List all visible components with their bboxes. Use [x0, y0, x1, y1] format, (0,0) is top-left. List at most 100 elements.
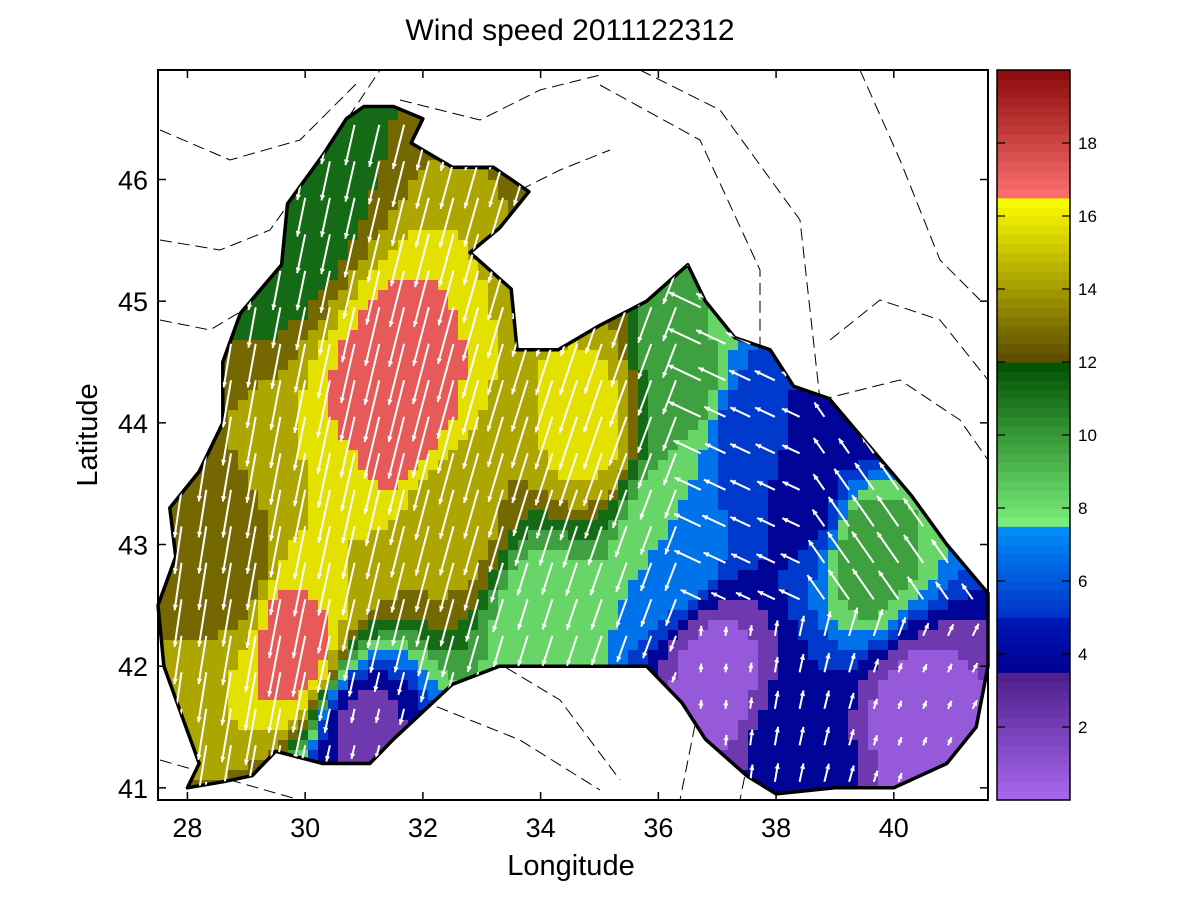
field-cell — [678, 660, 689, 671]
field-cell — [468, 660, 479, 671]
field-cell — [598, 510, 609, 521]
field-cell — [538, 560, 549, 571]
field-cell — [808, 600, 819, 611]
field-cell — [418, 270, 429, 281]
field-cell — [208, 690, 219, 701]
field-cell — [828, 610, 839, 621]
field-cell — [378, 170, 389, 181]
field-cell — [408, 520, 419, 531]
field-cell — [508, 440, 519, 451]
field-cell — [258, 690, 269, 701]
field-cell — [358, 370, 369, 381]
field-cell — [308, 510, 319, 521]
field-cell — [818, 400, 829, 411]
field-cell — [348, 230, 359, 241]
field-cell — [818, 700, 829, 711]
field-cell — [458, 440, 469, 451]
field-cell — [388, 460, 399, 471]
field-cell — [808, 690, 819, 701]
field-cell — [268, 460, 279, 471]
field-cell — [518, 640, 529, 651]
field-cell — [358, 250, 369, 261]
field-cell — [358, 200, 369, 211]
field-cell — [198, 750, 209, 761]
field-cell — [748, 430, 759, 441]
field-cell — [648, 400, 659, 411]
field-cell — [348, 120, 359, 131]
field-cell — [248, 450, 259, 461]
field-cell — [508, 550, 519, 561]
field-cell — [798, 680, 809, 691]
field-cell — [308, 220, 319, 231]
field-cell — [508, 650, 519, 661]
field-cell — [528, 540, 539, 551]
field-cell — [198, 570, 209, 581]
field-cell — [378, 570, 389, 581]
field-cell — [818, 610, 829, 621]
field-cell — [508, 480, 519, 491]
field-cell — [238, 400, 249, 411]
field-cell — [808, 550, 819, 561]
field-cell — [598, 450, 609, 461]
field-cell — [298, 450, 309, 461]
field-cell — [468, 370, 479, 381]
field-cell — [618, 340, 629, 351]
field-cell — [778, 770, 789, 781]
field-cell — [228, 660, 239, 671]
field-cell — [818, 770, 829, 781]
field-cell — [208, 570, 219, 581]
field-cell — [428, 480, 439, 491]
field-cell — [238, 500, 249, 511]
field-cell — [378, 240, 389, 251]
field-cell — [378, 330, 389, 341]
field-cell — [328, 540, 339, 551]
field-cell — [798, 490, 809, 501]
field-cell — [268, 540, 279, 551]
field-cell — [738, 670, 749, 681]
field-cell — [398, 480, 409, 491]
field-cell — [308, 400, 319, 411]
field-cell — [338, 130, 349, 141]
field-cell — [818, 460, 829, 471]
field-cell — [238, 430, 249, 441]
field-cell — [828, 660, 839, 671]
field-cell — [578, 550, 589, 561]
field-cell — [228, 560, 239, 571]
field-cell — [448, 300, 459, 311]
field-cell — [368, 140, 379, 151]
field-cell — [708, 640, 719, 651]
field-cell — [498, 500, 509, 511]
field-cell — [328, 730, 339, 741]
field-cell — [358, 550, 369, 561]
field-cell — [328, 590, 339, 601]
field-cell — [258, 560, 269, 571]
field-cell — [258, 360, 269, 371]
field-cell — [388, 620, 399, 631]
field-cell — [598, 610, 609, 621]
field-cell — [528, 380, 539, 391]
field-cell — [348, 740, 359, 751]
field-cell — [288, 500, 299, 511]
field-cell — [768, 420, 779, 431]
field-cell — [698, 590, 709, 601]
field-cell — [438, 170, 449, 181]
field-cell — [828, 740, 839, 751]
field-cell — [698, 660, 709, 671]
field-cell — [528, 440, 539, 451]
field-cell — [358, 730, 369, 741]
field-cell — [248, 690, 259, 701]
field-cell — [208, 700, 219, 711]
field-cell — [428, 160, 439, 171]
field-cell — [368, 110, 379, 121]
field-cell — [408, 490, 419, 501]
field-cell — [828, 530, 839, 541]
field-cell — [288, 580, 299, 591]
field-cell — [548, 590, 559, 601]
field-cell — [168, 640, 179, 651]
field-cell — [758, 630, 769, 641]
field-cell — [278, 700, 289, 711]
field-cell — [688, 440, 699, 451]
field-cell — [638, 300, 649, 311]
field-cell — [498, 310, 509, 321]
chart-title: Wind speed 2011122312 — [405, 14, 734, 47]
